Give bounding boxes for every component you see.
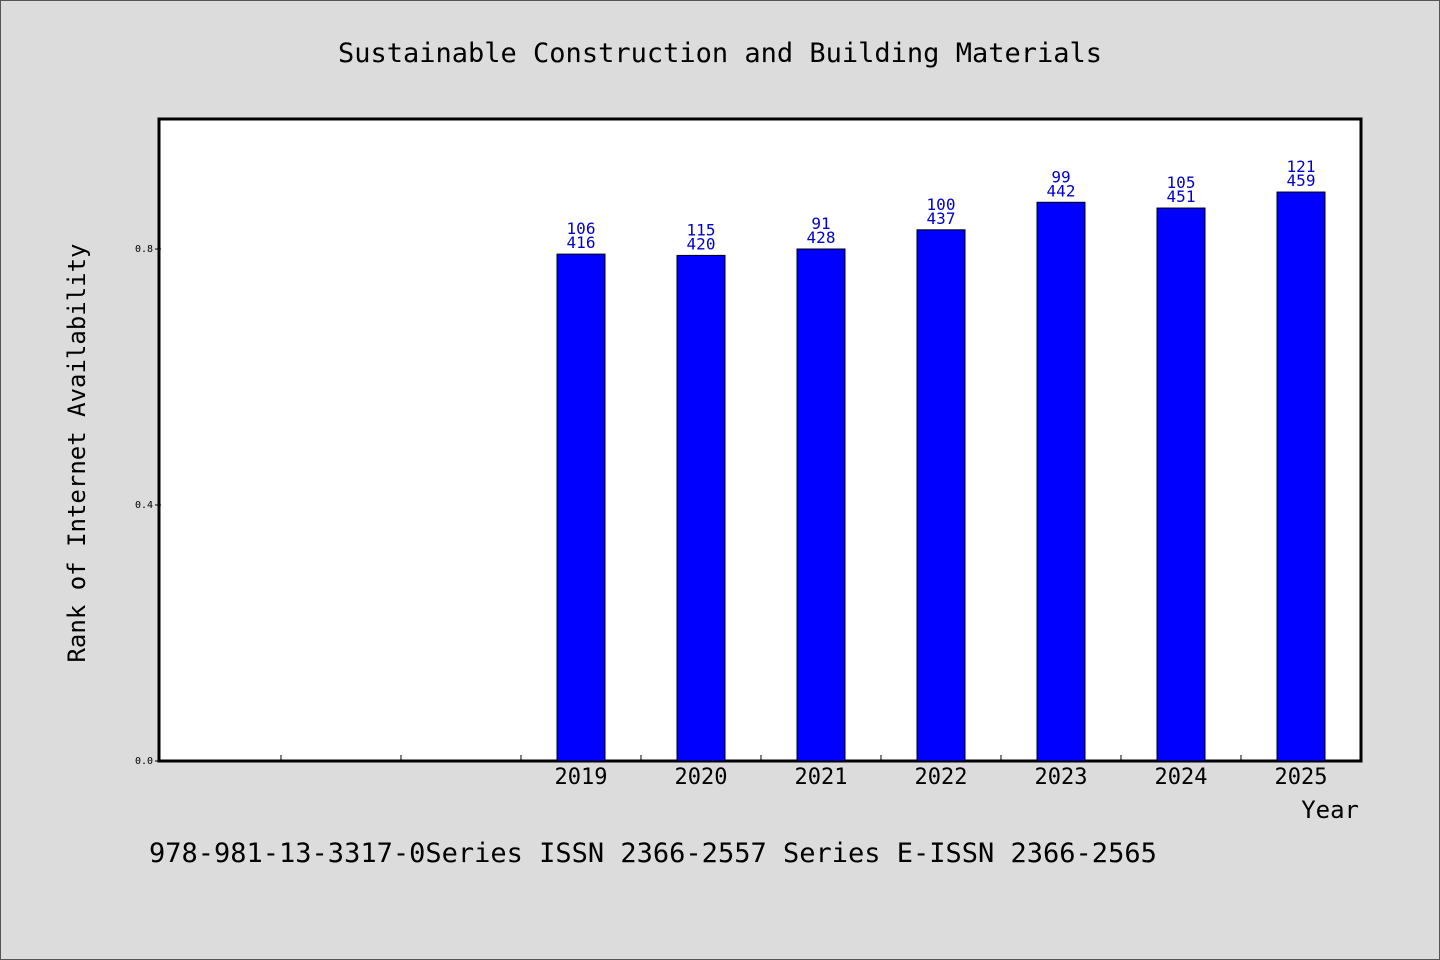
x-tick-label: 2021 [795,765,848,790]
bar-label-top: 121 [1287,157,1316,176]
x-tick-label: 2020 [675,765,728,790]
x-tick-label: 2019 [555,765,608,790]
bar-label-bottom: 416 [567,233,596,252]
y-axis-label: Rank of Internet Availability [63,243,91,662]
bar [916,229,966,762]
bar-label-top: 100 [927,195,956,214]
y-tick-label: 0.0 [135,756,153,767]
y-tick-label: 0.8 [135,244,153,255]
x-tick-label: 2024 [1155,765,1208,790]
bar-label-bottom: 428 [807,228,836,247]
bar-label-top: 105 [1167,173,1196,192]
bar [1276,191,1326,762]
bar-label-top: 99 [1051,167,1070,186]
bar [1036,201,1086,762]
bar-label-top: 91 [811,214,830,233]
x-axis-label: Year [1301,796,1359,824]
bar-label-top: 115 [687,220,716,239]
chart-title: Sustainable Construction and Building Ma… [338,38,1102,69]
bar-label-bottom: 459 [1287,171,1316,190]
bar [676,254,726,762]
bar-label-bottom: 420 [687,234,716,253]
x-tick-label: 2023 [1035,765,1088,790]
footer-text: 978-981-13-3317-0Series ISSN 2366-2557 S… [149,838,1157,869]
x-tick-label: 2025 [1275,765,1328,790]
bar [1156,207,1206,762]
bar [556,253,606,762]
bar-label-bottom: 437 [927,209,956,228]
bar-label-bottom: 451 [1167,187,1196,206]
bar-label-top: 106 [567,219,596,238]
bar [796,248,846,762]
y-tick-label: 0.4 [135,500,153,511]
x-tick-label: 2022 [915,765,968,790]
bar-label-bottom: 442 [1047,181,1076,200]
